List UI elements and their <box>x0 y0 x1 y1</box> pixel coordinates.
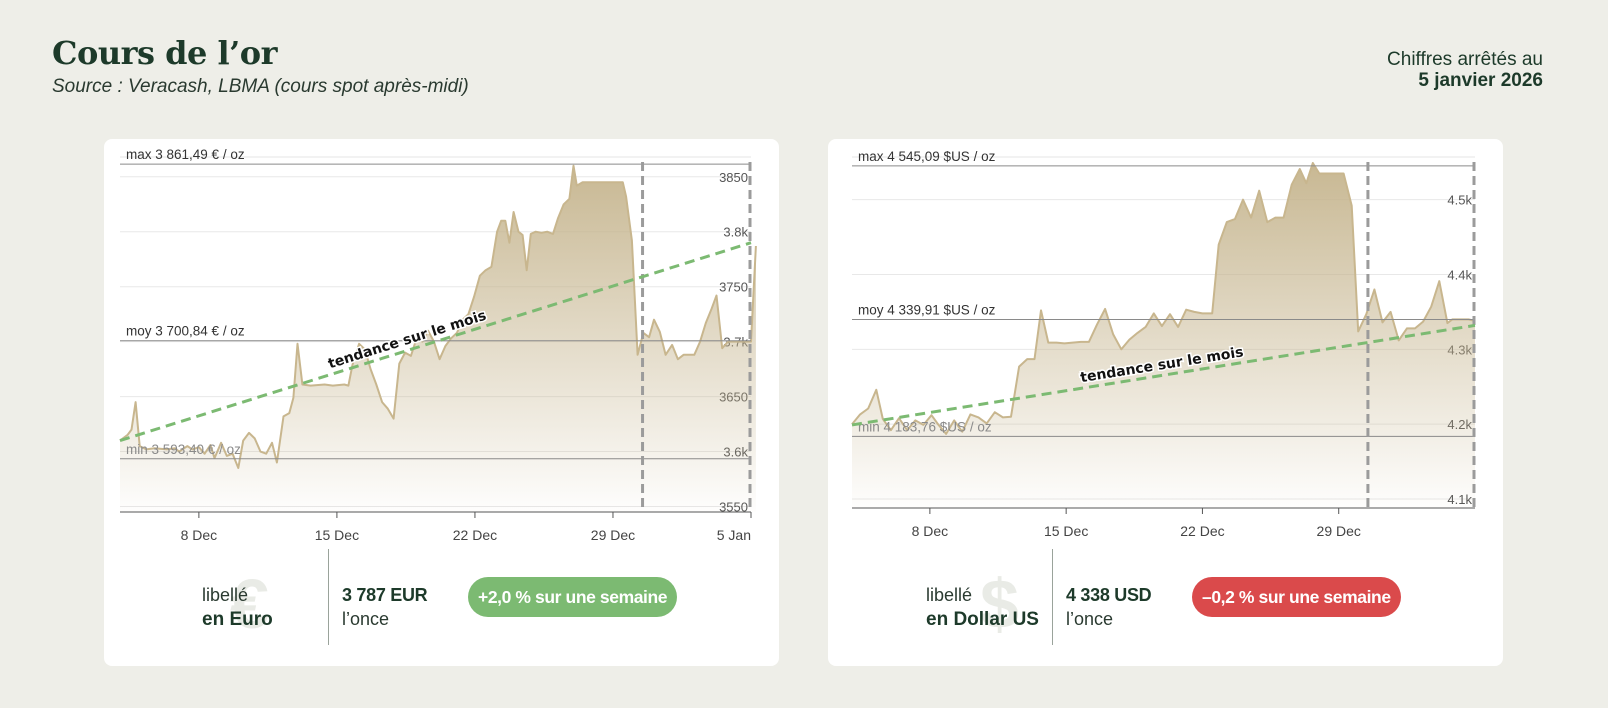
price-line <box>851 162 1476 435</box>
page-subtitle: Source : Veracash, LBMA (cours spot aprè… <box>52 76 469 97</box>
euro-footer: € libellé en Euro 3 787 EUR l’once +2,0 … <box>104 549 779 666</box>
ref-line-label: max 4 545,09 $US / oz <box>858 149 996 164</box>
price-area <box>120 165 756 513</box>
x-tick-label: 29 Dec <box>591 527 635 543</box>
ref-line-label: min 4 183,76 $US / oz <box>858 419 992 434</box>
ref-line-label: min 3 593,40 € / oz <box>126 442 241 457</box>
usd-price: 4 338 USD <box>1066 585 1152 605</box>
y-tick-label: 3850 <box>719 170 748 185</box>
page-title: Cours de l’or <box>52 34 277 72</box>
euro-unit: l’once <box>342 609 390 629</box>
as-of-label: Chiffres arrêtés au <box>1387 49 1543 70</box>
x-tick-label: 22 Dec <box>453 527 497 543</box>
trend-line <box>119 241 752 442</box>
usd-divider <box>1052 549 1053 645</box>
x-tick-label: 8 Dec <box>912 523 949 539</box>
price-area <box>852 163 1475 508</box>
x-tick-label: 15 Dec <box>1044 523 1088 539</box>
y-tick-label: 4.4k <box>1447 267 1472 282</box>
usd-unit: l’once <box>1066 609 1114 629</box>
ref-line-label: max 3 861,49 € / oz <box>126 147 245 162</box>
price-line <box>119 164 757 469</box>
usd-footer: $ libellé en Dollar US 4 338 USD l’once … <box>828 549 1503 666</box>
usd-label-a: libellé <box>926 585 973 605</box>
y-tick-label: 4.5k <box>1447 193 1472 208</box>
x-tick-label: 15 Dec <box>315 527 359 543</box>
x-tick-label: 29 Dec <box>1317 523 1361 539</box>
as-of-date: 5 janvier 2026 <box>1418 70 1543 91</box>
usd-label-b: en Dollar US <box>926 609 1039 630</box>
y-tick-label: 3750 <box>719 280 748 295</box>
euro-price: 3 787 EUR <box>342 585 428 605</box>
dollar-symbol-icon: $ <box>980 565 1019 643</box>
as-of-block: Chiffres arrêtés au 5 janvier 2026 <box>1387 49 1543 91</box>
euro-label-b: en Euro <box>202 609 273 630</box>
trend-line <box>851 323 1476 427</box>
ref-line-label: moy 3 700,84 € / oz <box>126 324 245 339</box>
usd-change-badge: –0,2 % sur une semaine <box>1192 577 1401 617</box>
ref-line-label: moy 4 339,91 $US / oz <box>858 302 996 317</box>
y-tick-label: 3.8k <box>723 225 748 240</box>
x-tick-label: 22 Dec <box>1180 523 1224 539</box>
x-tick-label: 5 Jan <box>717 527 751 543</box>
euro-symbol-icon: € <box>230 565 269 643</box>
euro-change-badge: +2,0 % sur une semaine <box>468 577 678 617</box>
euro-divider <box>328 549 329 645</box>
x-tick-label: 8 Dec <box>181 527 218 543</box>
euro-label-a: libellé <box>202 585 249 605</box>
